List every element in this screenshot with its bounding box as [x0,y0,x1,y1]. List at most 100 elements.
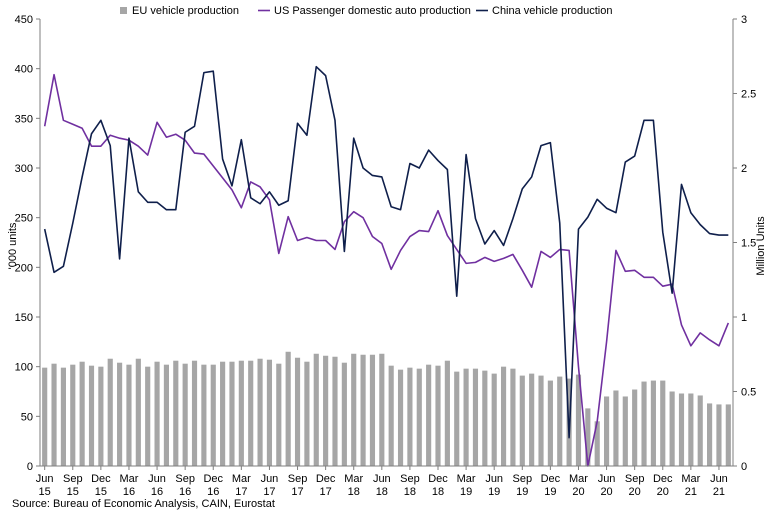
eu-production-bar [500,366,507,466]
eu-production-bar [154,361,160,466]
eu-production-bar [145,366,151,466]
eu-production-bar [379,353,385,466]
x-tick-label-year: 18 [348,486,360,498]
eu-production-bar [70,364,76,466]
eu-production-bar [42,367,48,466]
us-production-line [43,73,730,467]
eu-production-bar [632,389,638,466]
eu-production-bar [351,353,357,466]
y-right-tick-label: 3 [741,14,747,26]
x-tick-label-month: Sep [513,473,533,485]
eu-production-bar [650,380,656,466]
y-left-tick-label: 200 [15,262,33,274]
x-tick-label-month: Mar [569,473,588,485]
eu-production-bar [201,364,207,466]
eu-production-bar [407,367,413,466]
eu-production-bar [557,376,563,466]
x-tick-label-month: Sep [288,473,308,485]
x-tick-label-month: Mar [457,473,476,485]
eu-production-bar [472,368,479,466]
eu-production-bar [622,396,628,466]
eu-production-bar [126,364,132,466]
x-tick-label-year: 20 [572,486,584,498]
y-axis-right-label: Million Units [755,216,767,276]
source-note: Source: Bureau of Economic Analysis, CAI… [12,498,275,510]
eu-production-bar [182,363,188,466]
eu-production-bar [313,353,319,466]
x-tick-label-month: Sep [63,473,83,485]
x-tick-label-month: Jun [36,473,54,485]
eu-production-bar [510,368,516,466]
eu-production-bar [294,357,301,466]
x-tick-label-year: 18 [376,486,388,498]
eu-production-bar [285,351,291,466]
eu-production-bar [369,354,376,466]
y-left-tick-label: 350 [15,113,33,125]
eu-production-bar [266,359,273,466]
eu-production-bar [135,358,141,466]
x-tick-label-month: Mar [232,473,251,485]
eu-production-bar [79,361,85,466]
x-tick-label-month: Dec [653,473,673,485]
axes-group: 0 50 100 150 200 250 300 350 400 450 0 0.5 1 1.5 2 2.5 3… [15,14,757,498]
y-right-tick-label: 1 [741,312,747,324]
x-tick-label-year: 19 [460,486,472,498]
eu-production-bar [191,360,198,466]
eu-bars-group [42,351,731,466]
eu-production-bar [397,369,404,466]
eu-production-bar [613,390,619,466]
x-tick-label-month: Jun [485,473,503,485]
eu-production-bar [482,370,488,466]
eu-production-bar [332,356,338,466]
x-tick-label-year: 21 [685,486,697,498]
x-tick-label-year: 21 [713,486,725,498]
x-tick-label-month: Dec [316,473,336,485]
eu-production-bar [660,380,666,466]
legend-eu-swatch [120,7,127,14]
x-tick-label-year: 17 [235,486,247,498]
x-tick-label-month: Sep [625,473,645,485]
eu-production-bar [716,404,722,466]
eu-production-bar [117,362,123,466]
eu-production-bar [51,363,57,466]
eu-production-bar [669,391,675,466]
x-tick-label-year: 19 [544,486,556,498]
x-tick-label-month: Jun [598,473,616,485]
eu-production-bar [585,408,591,466]
eu-production-bar [210,364,216,466]
lines-group [43,65,730,467]
eu-production-bar [435,365,441,466]
eu-production-bar [88,365,95,466]
eu-production-bar [725,404,731,466]
x-tick-label-year: 20 [629,486,641,498]
chart-legend: EU vehicle production US Passenger domest… [120,5,612,17]
eu-production-bar [697,395,703,466]
x-tick-label-year: 15 [39,486,51,498]
legend-us-label: US Passenger domestic auto production [274,5,471,17]
eu-production-bar [575,374,582,466]
x-tick-label-year: 19 [516,486,528,498]
eu-production-bar [238,360,244,466]
eu-production-bar [323,355,329,466]
y-right-tick-label: 1.5 [741,238,756,250]
y-left-tick-label: 250 [15,213,33,225]
eu-production-bar [603,396,610,466]
eu-production-bar [491,373,497,466]
x-tick-label-year: 19 [488,486,500,498]
eu-production-bar [519,375,525,466]
eu-production-bar [454,371,460,466]
eu-production-bar [98,366,104,466]
eu-production-bar [547,380,553,466]
eu-production-bar [360,354,366,466]
eu-production-bar [416,368,422,466]
eu-production-bar [220,361,226,466]
x-tick-label-month: Dec [203,473,223,485]
x-tick-label-year: 16 [123,486,135,498]
eu-production-bar [229,361,235,466]
x-tick-label-month: Dec [428,473,448,485]
eu-production-bar [678,393,685,466]
x-tick-label-year: 20 [657,486,669,498]
eu-production-bar [304,361,310,466]
